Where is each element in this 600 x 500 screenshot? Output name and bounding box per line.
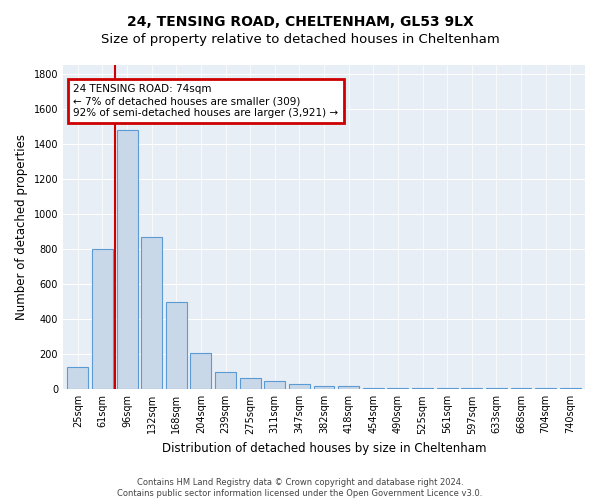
Bar — [215, 372, 236, 390]
Bar — [190, 354, 211, 390]
Bar — [338, 386, 359, 390]
Text: Contains HM Land Registry data © Crown copyright and database right 2024.
Contai: Contains HM Land Registry data © Crown c… — [118, 478, 482, 498]
Bar — [289, 384, 310, 390]
Bar — [67, 368, 88, 390]
X-axis label: Distribution of detached houses by size in Cheltenham: Distribution of detached houses by size … — [162, 442, 486, 455]
Bar — [486, 388, 507, 390]
Bar — [535, 388, 556, 390]
Text: 24, TENSING ROAD, CHELTENHAM, GL53 9LX: 24, TENSING ROAD, CHELTENHAM, GL53 9LX — [127, 15, 473, 29]
Bar — [116, 130, 137, 390]
Bar — [412, 388, 433, 390]
Bar — [141, 237, 162, 390]
Bar — [511, 388, 532, 390]
Bar — [92, 249, 113, 390]
Bar — [166, 302, 187, 390]
Bar — [461, 388, 482, 390]
Bar — [560, 388, 581, 390]
Bar — [314, 386, 334, 390]
Bar — [265, 382, 285, 390]
Bar — [437, 388, 458, 390]
Text: Size of property relative to detached houses in Cheltenham: Size of property relative to detached ho… — [101, 32, 499, 46]
Bar — [388, 388, 409, 390]
Bar — [239, 378, 260, 390]
Bar — [363, 388, 384, 390]
Y-axis label: Number of detached properties: Number of detached properties — [15, 134, 28, 320]
Text: 24 TENSING ROAD: 74sqm
← 7% of detached houses are smaller (309)
92% of semi-det: 24 TENSING ROAD: 74sqm ← 7% of detached … — [73, 84, 338, 117]
